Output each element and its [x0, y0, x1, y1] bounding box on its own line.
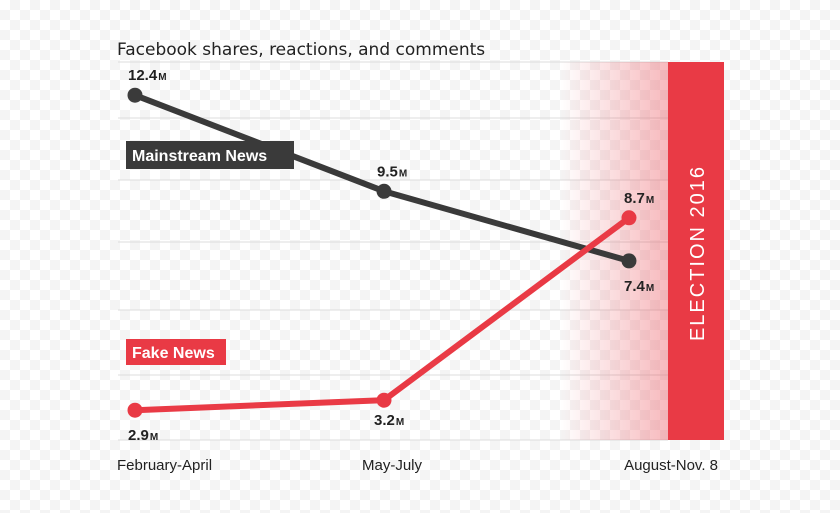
- x-tick-label: May-July: [362, 457, 423, 474]
- data-point: [376, 183, 392, 199]
- series-label-box: [126, 339, 226, 365]
- x-tick-label: February-April: [117, 457, 212, 474]
- data-point: [376, 392, 392, 408]
- value-labels: 12.4M 9.5M 7.4M 2.9M 3.2M 8.7M: [128, 67, 654, 444]
- value-label: 9.5M: [377, 163, 407, 180]
- gridlines: [118, 61, 668, 441]
- election-label: ELECTION 2016: [687, 165, 709, 341]
- election-fade-band: [560, 62, 668, 440]
- data-point: [621, 210, 637, 226]
- value-label: 8.7M: [624, 190, 654, 207]
- data-point: [127, 87, 143, 103]
- x-axis-ticks: February-April May-July August-Nov. 8: [117, 457, 718, 474]
- series-line-1: [132, 214, 632, 414]
- series-layer: [127, 87, 637, 418]
- series-label: Fake News: [132, 345, 215, 362]
- series-label-box: [126, 141, 294, 169]
- series-label: Mainstream News: [132, 148, 267, 165]
- election-band: [668, 62, 724, 440]
- value-label: 7.4M: [624, 278, 654, 295]
- chart-subtitle: Facebook shares, reactions, and comments: [117, 40, 485, 60]
- x-tick-label: August-Nov. 8: [624, 457, 718, 474]
- data-point: [127, 402, 143, 418]
- data-point: [621, 253, 637, 269]
- value-label: 12.4M: [128, 67, 167, 84]
- series-name-labels: Mainstream News Fake News: [126, 141, 294, 365]
- value-label: 3.2M: [374, 412, 404, 429]
- value-label: 2.9M: [128, 427, 158, 444]
